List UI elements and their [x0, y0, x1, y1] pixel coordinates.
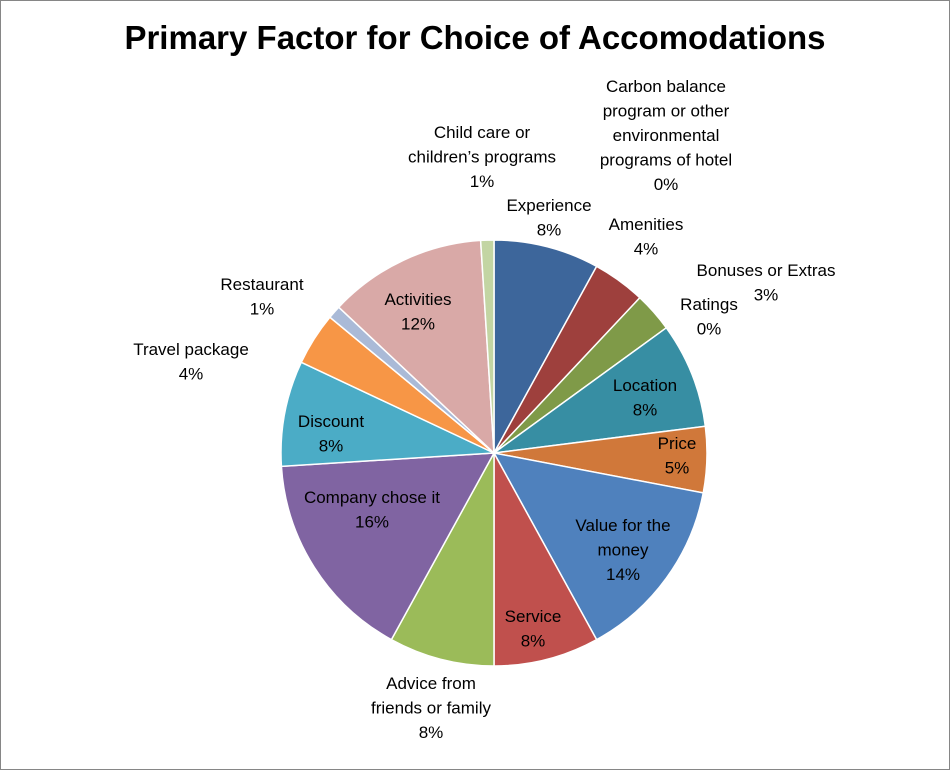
slice-percent: 1%: [470, 172, 495, 191]
slice-name: Child care or: [434, 123, 531, 142]
pie-slice-1: [493, 239, 598, 454]
slice-label-4: Ratings 0%: [680, 295, 738, 339]
slice-percent: 5%: [665, 459, 690, 478]
slice-percent: 0%: [654, 175, 679, 194]
chart-title: Primary Factor for Choice of Accomodatio…: [124, 19, 826, 56]
slice-name: Ratings: [680, 295, 738, 314]
slice-label-14: Activities 12%: [384, 290, 451, 334]
slice-name: Location: [613, 376, 677, 395]
slice-percent: 12%: [401, 315, 435, 334]
slice-label-2: Amenities 4%: [609, 215, 684, 259]
slice-label-13: Restaurant 1%: [220, 275, 303, 319]
slice-label-8: Service 8%: [505, 607, 562, 651]
slice-percent: 8%: [633, 401, 658, 420]
slice-percent: 8%: [319, 437, 344, 456]
pie-slice-11: [280, 361, 495, 468]
slice-name: programs of hotel: [600, 151, 732, 170]
slice-name: Carbon balance: [606, 77, 726, 96]
slice-name: Experience: [506, 196, 591, 215]
pie-slice-10: [280, 452, 496, 641]
pie-slice-15: [479, 239, 495, 454]
slice-name: Restaurant: [220, 275, 303, 294]
slice-label-3: Bonuses or Extras 3%: [697, 261, 836, 305]
slice-name: money: [597, 541, 649, 560]
slice-percent: 8%: [521, 632, 546, 651]
slice-percent: 3%: [754, 286, 779, 305]
pie-slice-5: [493, 326, 707, 454]
slice-name: friends or family: [371, 699, 491, 718]
slice-name: Activities: [384, 290, 451, 309]
slice-label-16: Carbon balance program or other environmen…: [600, 77, 732, 194]
slice-percent: 8%: [419, 723, 444, 742]
slice-name: Value for the: [575, 516, 670, 535]
slice-name: Service: [505, 607, 562, 626]
slice-label-6: Price 5%: [658, 434, 697, 478]
slice-name: Bonuses or Extras: [697, 261, 836, 280]
slice-name: Discount: [298, 412, 364, 431]
slice-label-10: Company chose it 16%: [304, 488, 440, 532]
slice-percent: 0%: [697, 320, 722, 339]
slice-label-15: Child care or children’s programs 1%: [408, 123, 556, 191]
pie-slice-9: [390, 452, 495, 667]
pie-slice-14: [337, 239, 495, 455]
slice-name: Price: [658, 434, 697, 453]
slice-label-7: Value for the money 14%: [575, 516, 670, 584]
slice-name: program or other: [603, 102, 730, 121]
slice-name: Travel package: [133, 340, 249, 359]
slice-label-5: Location 8%: [613, 376, 677, 420]
slice-name: environmental: [613, 126, 720, 145]
slice-label-12: Travel package 4%: [133, 340, 249, 384]
slice-percent: 16%: [355, 513, 389, 532]
slice-percent: 1%: [250, 300, 275, 319]
slice-label-1: Experience 8%: [506, 196, 591, 240]
slice-percent: 8%: [537, 221, 562, 240]
slice-name: Company chose it: [304, 488, 440, 507]
slice-percent: 4%: [179, 365, 204, 384]
slice-name: children’s programs: [408, 148, 556, 167]
slice-name: Advice from: [386, 674, 476, 693]
pie-slice-7: [492, 451, 705, 641]
slice-label-11: Discount 8%: [298, 412, 364, 456]
slice-percent: 4%: [634, 240, 659, 259]
pie-slice-8: [493, 452, 598, 667]
slice-percent: 14%: [606, 565, 640, 584]
slice-name: Amenities: [609, 215, 684, 234]
slice-label-9: Advice from friends or family 8%: [371, 674, 491, 742]
